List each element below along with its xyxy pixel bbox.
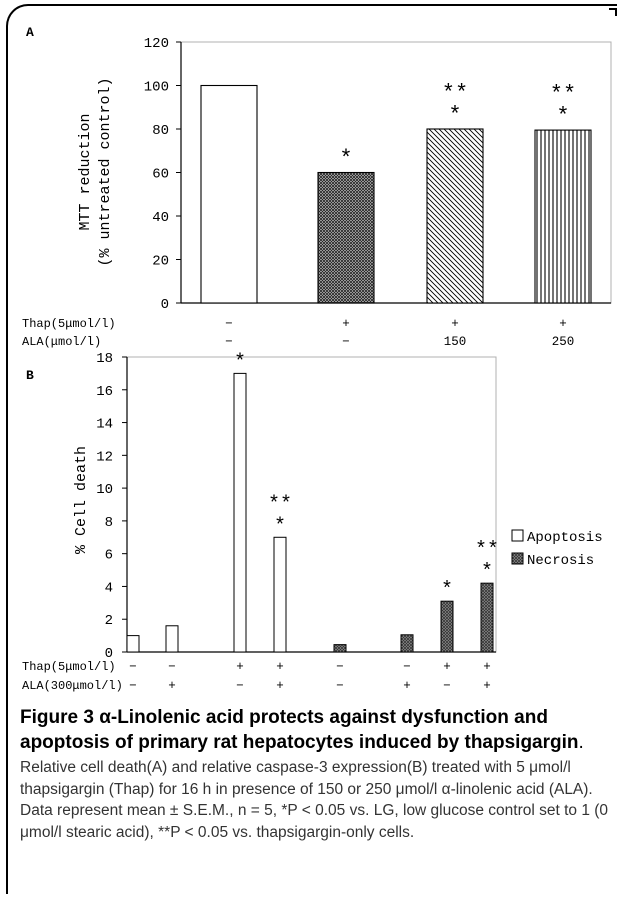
panel-a-label: A — [26, 25, 34, 40]
panel-b-y-tick-label: 18 — [96, 351, 113, 367]
panel-a-y-tick-label: 20 — [152, 254, 169, 270]
panel-a-bar — [426, 128, 484, 304]
panel-b-bar-apoptosis — [273, 536, 287, 653]
panel-b-y-tick-label: 14 — [96, 417, 113, 433]
legend-label-necrosis: Necrosis — [527, 553, 594, 569]
panel-b-condition-value: + — [483, 660, 491, 674]
panel-b-y-tick-label: 0 — [105, 646, 113, 662]
panel-a-y-tick-label: 80 — [152, 123, 169, 139]
panel-b-condition-value: − — [336, 660, 344, 674]
panel-b-label: B — [26, 368, 34, 383]
panel-b-significance-mark: ** — [475, 539, 499, 562]
panel-b-legend: Apoptosis Necrosis — [511, 529, 603, 569]
panel-a-condition-value: + — [451, 317, 459, 331]
panel-a-condition-value: − — [225, 317, 233, 331]
panel-b-bar-apoptosis — [126, 635, 140, 653]
panel-a-condition-value: − — [342, 335, 350, 349]
panel-b-condition-value: − — [443, 679, 451, 693]
panel-b-condition-value: − — [403, 660, 411, 674]
caption-title-text: α-Linolenic acid protects against dysfun… — [20, 707, 579, 753]
panel-b-significance-mark: * — [441, 579, 453, 602]
panel-b-condition-value: + — [443, 660, 451, 674]
panel-b-condition-value: − — [168, 660, 176, 674]
caption-figure-label: Figure 3 — [20, 707, 94, 728]
panel-b-bar-apoptosis — [233, 372, 247, 653]
panel-b-y-tick-label: 6 — [105, 548, 113, 564]
panel-a-significance-mark: * — [448, 103, 461, 128]
panel-b-significance-mark: * — [274, 515, 286, 538]
panel-b-y-tick-label: 10 — [96, 482, 113, 498]
panel-b-y-tick-label: 4 — [105, 580, 113, 596]
panel-b-condition-value: − — [129, 660, 137, 674]
legend-swatch-apoptosis — [511, 529, 524, 542]
panel-a-ylabel-line2: (% untreated control) — [97, 77, 114, 266]
corner-mark — [609, 8, 617, 16]
panel-b-bar-necrosis — [400, 634, 414, 653]
figure-charts: A MTT reduction (% untreated control) 0 2… — [22, 25, 612, 693]
panel-b-bar-apoptosis — [165, 625, 179, 653]
panel-b-y-tick-label: 12 — [96, 449, 113, 465]
panel-a-significance-mark: ** — [550, 82, 576, 107]
panel-b-ylabel: % Cell death — [73, 446, 90, 554]
panel-b-significance-mark: * — [481, 561, 493, 584]
panel-a-condition-value: + — [559, 317, 567, 331]
panel-b-bar-necrosis — [333, 644, 347, 653]
legend-label-apoptosis: Apoptosis — [527, 530, 603, 546]
panel-a-condition-value: 250 — [552, 335, 575, 349]
panel-b-condition-label: ALA(300μmol/l) — [22, 679, 123, 693]
panel-a-significance-mark: ** — [442, 81, 468, 106]
panel-b-condition-value: + — [276, 679, 284, 693]
legend-swatch-necrosis — [511, 552, 524, 565]
panel-a-significance-mark: * — [556, 104, 569, 129]
panel-a-y-tick-label: 0 — [161, 297, 169, 313]
panel-a-bar — [200, 84, 258, 304]
panel-b-y-tick-label: 16 — [96, 384, 113, 400]
panel-b-bar-necrosis — [480, 582, 494, 653]
panel-b-significance-mark: ** — [268, 493, 292, 516]
panel-a-condition-label: Thap(5μmol/l) — [22, 317, 116, 331]
panel-b-condition-value: + — [236, 660, 244, 674]
panel-a-bar — [534, 129, 592, 304]
panel-a-condition-label: ALA(μmol/l) — [22, 335, 101, 349]
panel-b-condition-label: Thap(5μmol/l) — [22, 660, 116, 674]
panel-b-condition-value: − — [336, 679, 344, 693]
panel-b-condition-value: − — [129, 679, 137, 693]
panel-a-y-tick-label: 120 — [144, 36, 169, 52]
panel-a-condition-value: 150 — [444, 335, 467, 349]
panel-a-y-tick-label: 40 — [152, 210, 169, 226]
figure-caption: Figure 3 α-Linolenic acid protects again… — [20, 705, 616, 843]
panel-b-bar-necrosis — [440, 600, 454, 653]
panel-a-condition-value: + — [342, 317, 350, 331]
panel-a-condition-value: − — [225, 335, 233, 349]
panel-a-y-tick-label: 60 — [152, 167, 169, 183]
panel-b-condition-value: − — [236, 679, 244, 693]
panel-b-condition-value: + — [168, 679, 176, 693]
panel-b-condition-value: + — [483, 679, 491, 693]
panel-a-significance-mark: * — [339, 147, 352, 172]
panel-a-y-tick-label: 100 — [144, 80, 169, 96]
caption-body: Relative cell death(A) and relative casp… — [20, 759, 609, 841]
panel-b-y-tick-label: 2 — [105, 613, 113, 629]
caption-title-end: . — [578, 732, 584, 753]
panel-a-ylabel: MTT reduction (% untreated control) — [77, 77, 114, 266]
figure-frame — [6, 4, 617, 894]
panel-b-condition-value: + — [403, 679, 411, 693]
panel-b-condition-value: + — [276, 660, 284, 674]
panel-a-bar — [317, 171, 375, 304]
panel-b-y-tick-label: 8 — [105, 515, 113, 531]
panel-a-ylabel-line1: MTT reduction — [77, 113, 94, 230]
caption-title: Figure 3 α-Linolenic acid protects again… — [20, 705, 616, 755]
panel-b-significance-mark: * — [234, 351, 246, 374]
